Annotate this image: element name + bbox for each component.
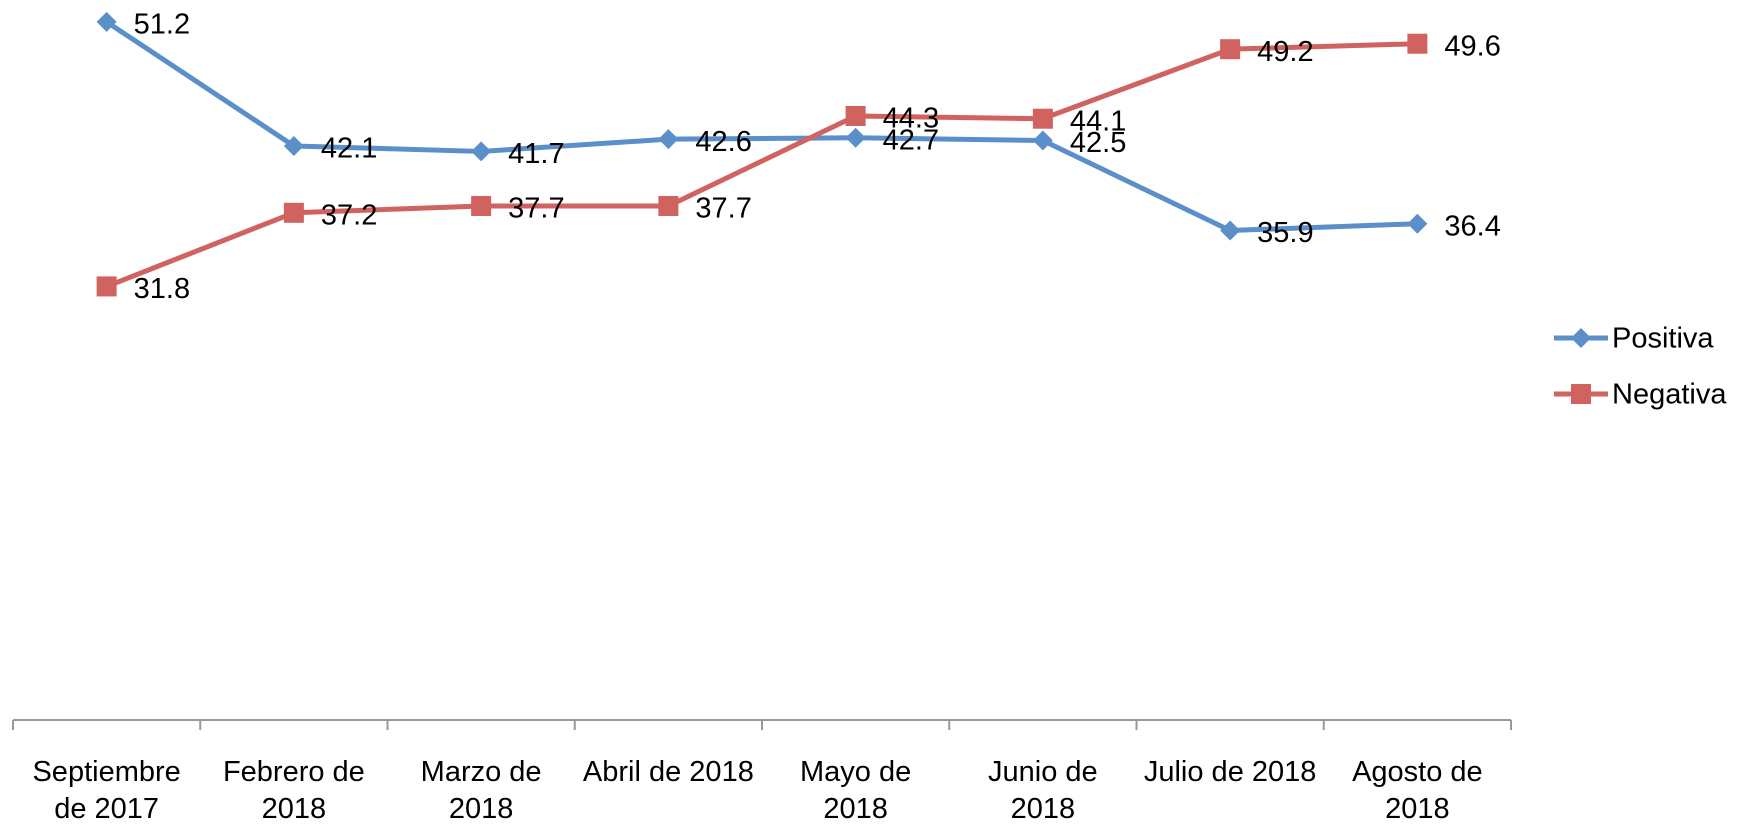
data-label: 37.7 <box>508 193 564 225</box>
x-tick-label: Febrero de 2018 <box>222 756 365 825</box>
data-label: 37.7 <box>695 193 751 225</box>
x-tick-label: Abril de 2018 <box>582 756 754 788</box>
data-label: 49.2 <box>1257 36 1313 68</box>
point <box>845 127 866 148</box>
data-label: 41.7 <box>508 138 564 170</box>
data-label: 49.6 <box>1444 30 1500 62</box>
point <box>1407 33 1428 54</box>
point <box>1407 213 1428 234</box>
data-label: 35.9 <box>1257 217 1313 249</box>
x-tick-label: Marzo de 2018 <box>420 756 542 825</box>
data-label: 51.2 <box>134 9 190 41</box>
point <box>471 195 492 216</box>
data-label: 36.4 <box>1444 210 1500 242</box>
point <box>283 202 304 223</box>
legend-marker <box>1571 384 1591 404</box>
x-tick-label: Agosto de 2018 <box>1352 756 1483 825</box>
point <box>96 276 117 297</box>
data-label: 44.1 <box>1070 105 1126 137</box>
x-tick-label: Septiembre de 2017 <box>32 756 181 825</box>
point <box>283 135 304 156</box>
x-tick-label: Junio de 2018 <box>988 756 1098 825</box>
point <box>658 195 679 216</box>
point <box>96 11 117 32</box>
series-line <box>105 41 1418 289</box>
legend-marker <box>1571 328 1591 348</box>
x-tick-label: Mayo de 2018 <box>800 756 912 825</box>
x-tick-label: Julio de 2018 <box>1143 756 1317 788</box>
point <box>845 105 866 126</box>
data-label: 42.6 <box>695 126 751 158</box>
data-label: 42.7 <box>883 124 939 156</box>
point <box>1220 39 1241 60</box>
legend-label: Negativa <box>1612 379 1727 411</box>
data-label: 31.8 <box>134 273 190 305</box>
series-line <box>105 19 1418 234</box>
point <box>1032 130 1053 151</box>
point <box>1220 220 1241 241</box>
data-label: 42.1 <box>321 133 377 165</box>
point <box>471 141 492 162</box>
point <box>1032 108 1053 129</box>
point <box>658 129 679 150</box>
data-label: 42.5 <box>1070 127 1126 159</box>
data-label: 44.3 <box>883 103 939 135</box>
legend-label: Positiva <box>1612 323 1714 355</box>
data-label: 37.2 <box>321 199 377 231</box>
